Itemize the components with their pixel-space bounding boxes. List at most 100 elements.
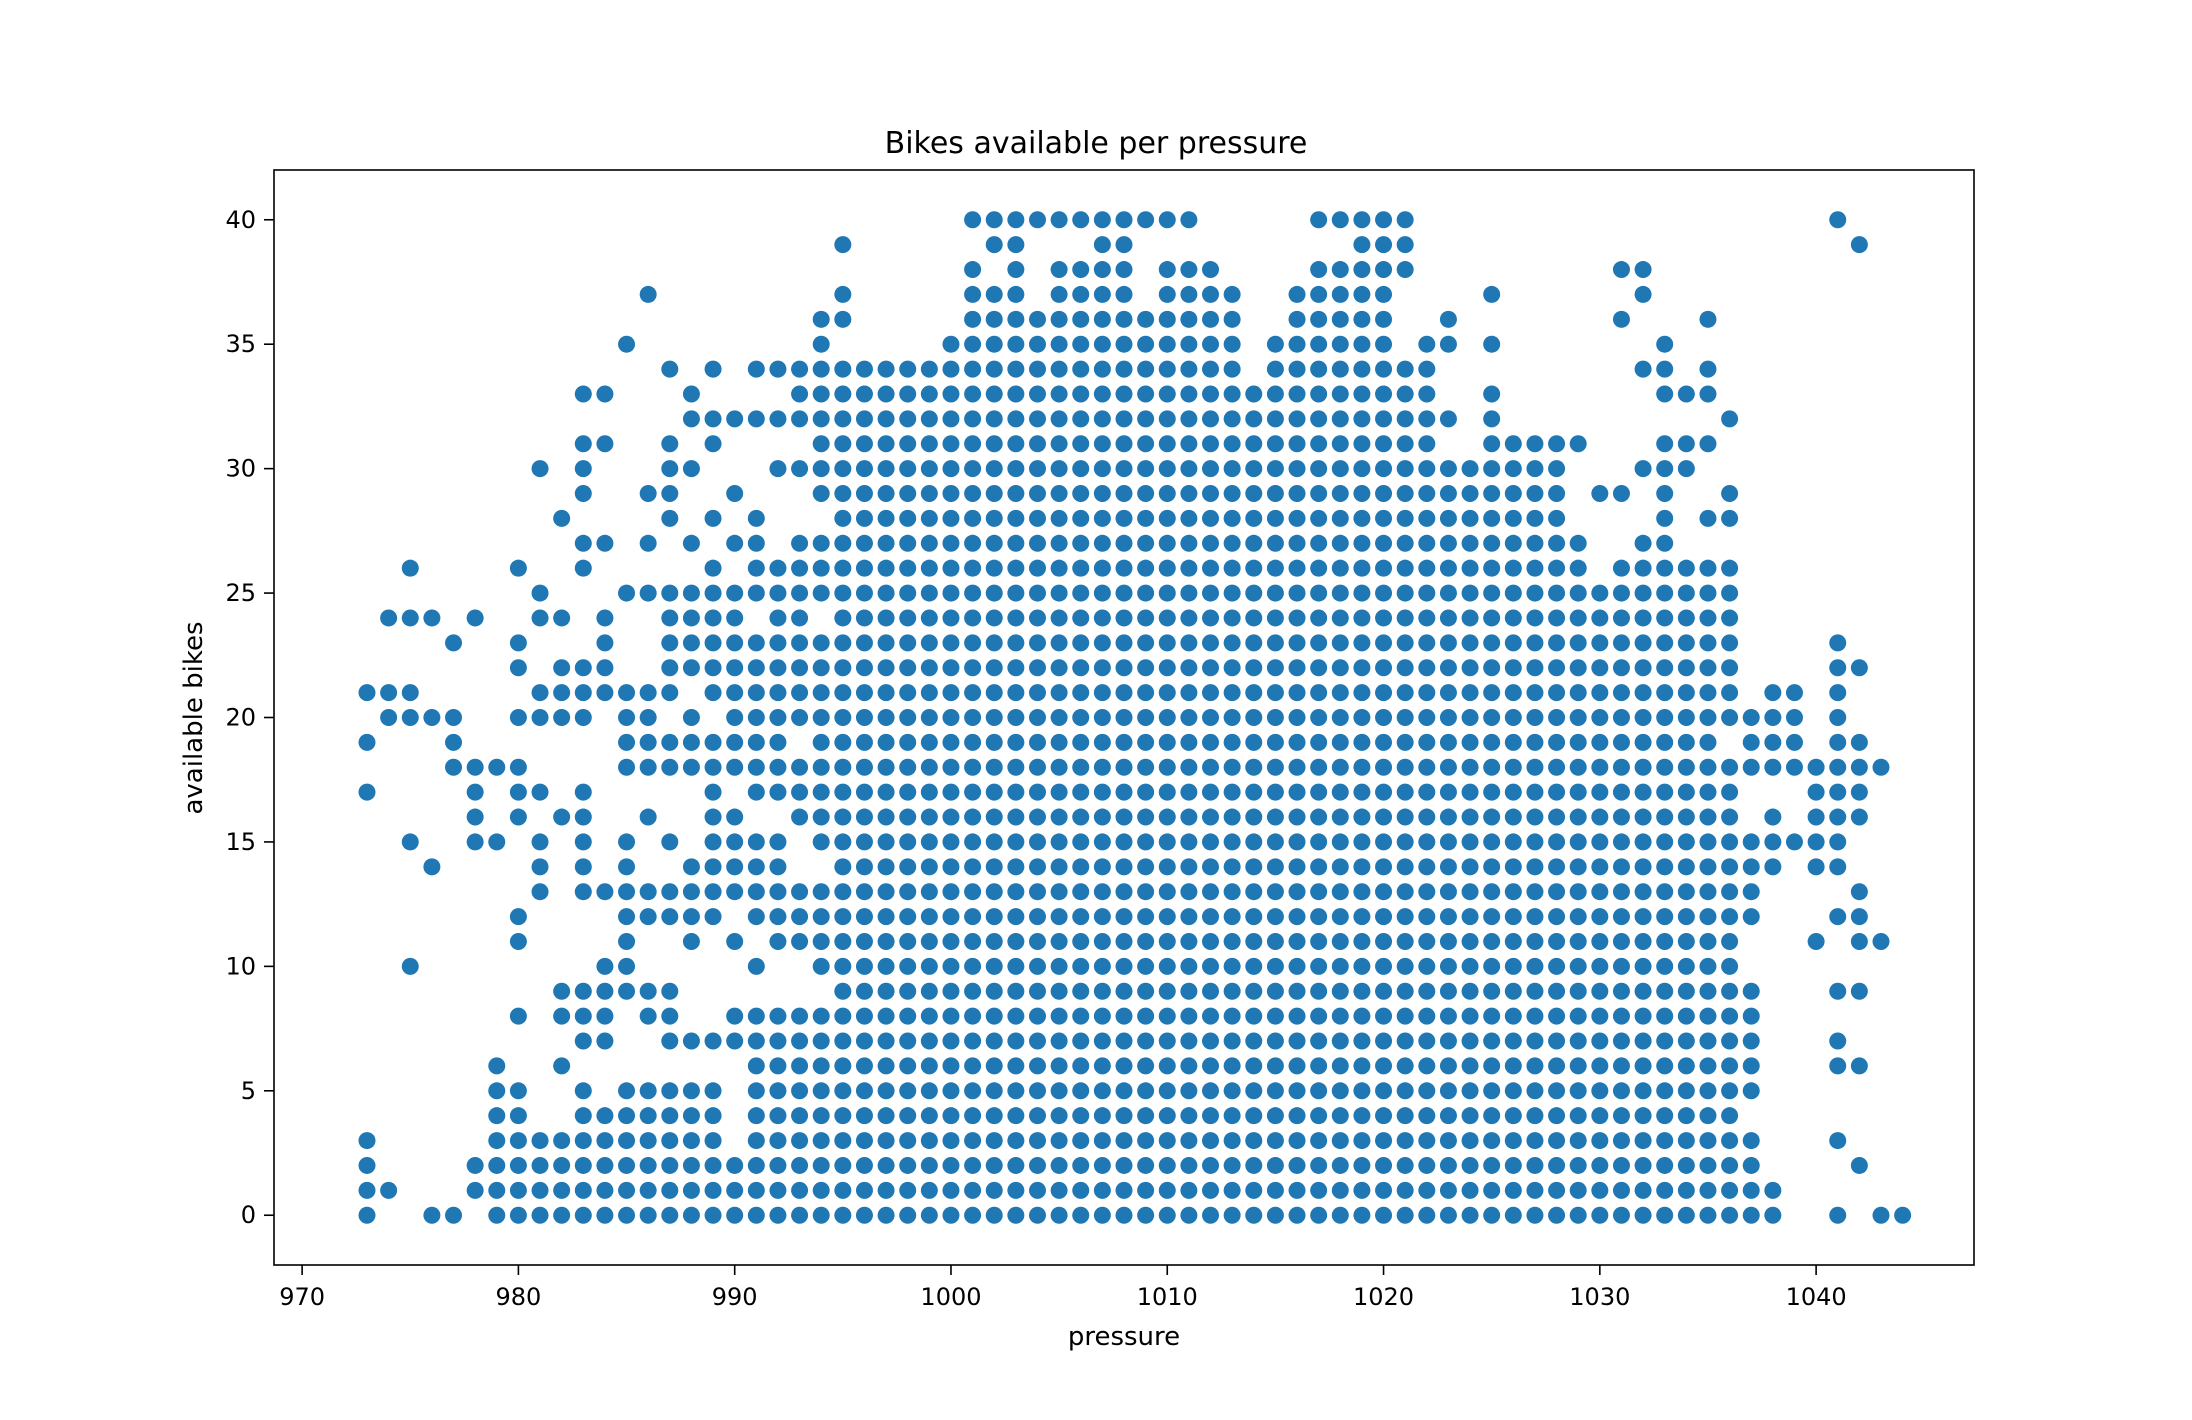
y-axis-label: available bikes: [179, 621, 209, 814]
data-point: [1548, 1156, 1566, 1174]
data-point: [1439, 1206, 1457, 1224]
data-point: [1504, 584, 1522, 602]
data-point: [1137, 982, 1155, 1000]
data-point: [1634, 908, 1652, 926]
data-point: [574, 1181, 592, 1199]
data-point: [1050, 509, 1068, 527]
data-point: [1288, 659, 1306, 677]
data-point: [1375, 1132, 1393, 1150]
data-point: [747, 908, 765, 926]
data-point: [1721, 1032, 1739, 1050]
data-point: [1331, 1032, 1349, 1050]
data-point: [1526, 883, 1544, 901]
data-point: [1093, 1206, 1111, 1224]
data-point: [855, 1082, 873, 1100]
data-point: [877, 1181, 895, 1199]
data-point: [855, 982, 873, 1000]
data-point: [1137, 932, 1155, 950]
data-point: [985, 932, 1003, 950]
data-point: [1137, 1181, 1155, 1199]
data-point: [1288, 1156, 1306, 1174]
data-point: [1158, 534, 1176, 552]
data-point: [1375, 758, 1393, 776]
data-point: [1721, 1082, 1739, 1100]
data-point: [1829, 709, 1847, 726]
data-point: [1418, 1107, 1436, 1125]
data-point: [618, 335, 636, 353]
data-point: [1353, 609, 1371, 627]
data-point: [812, 908, 830, 926]
data-point: [1223, 932, 1241, 950]
data-point: [1634, 534, 1652, 552]
data-point: [661, 485, 679, 503]
data-point: [942, 733, 960, 751]
data-point: [1418, 1007, 1436, 1025]
data-point: [445, 1206, 463, 1224]
data-point: [1137, 609, 1155, 627]
data-point: [1093, 982, 1111, 1000]
data-point: [791, 1032, 809, 1050]
data-point: [747, 410, 765, 428]
data-point: [1656, 758, 1674, 776]
data-point: [488, 1082, 506, 1100]
data-point: [1569, 684, 1587, 702]
data-point: [1158, 808, 1176, 826]
data-point: [1007, 1007, 1025, 1025]
data-point: [1439, 584, 1457, 602]
data-point: [1656, 932, 1674, 950]
data-point: [1180, 1181, 1198, 1199]
data-point: [1375, 883, 1393, 901]
data-point: [661, 1107, 679, 1125]
data-point: [985, 1057, 1003, 1075]
data-point: [1028, 932, 1046, 950]
data-point: [1461, 1082, 1479, 1100]
data-point: [1028, 410, 1046, 428]
data-point: [834, 634, 852, 652]
data-point: [380, 609, 398, 627]
data-point: [1266, 982, 1284, 1000]
data-point: [1375, 1082, 1393, 1100]
data-point: [855, 1057, 873, 1075]
data-point: [1180, 758, 1198, 776]
data-point: [899, 783, 917, 801]
data-point: [1375, 833, 1393, 851]
data-point: [1483, 1132, 1501, 1150]
data-point: [1331, 1206, 1349, 1224]
data-point: [358, 1132, 376, 1150]
data-point: [964, 609, 982, 627]
data-point: [1612, 559, 1630, 577]
data-point: [1050, 534, 1068, 552]
data-point: [1158, 908, 1176, 926]
data-point: [682, 883, 700, 901]
data-point: [1093, 211, 1111, 229]
data-point: [618, 1181, 636, 1199]
data-point: [1180, 1206, 1198, 1224]
data-point: [553, 982, 571, 1000]
data-point: [1699, 659, 1717, 677]
data-point: [942, 808, 960, 826]
data-point: [1396, 509, 1414, 527]
data-point: [1504, 435, 1522, 453]
data-point: [964, 460, 982, 478]
data-point: [1461, 709, 1479, 726]
data-point: [1461, 460, 1479, 478]
data-point: [920, 485, 938, 503]
data-point: [1115, 310, 1133, 328]
data-point: [1353, 982, 1371, 1000]
data-point: [1072, 1082, 1090, 1100]
data-point: [1612, 833, 1630, 851]
data-point: [1310, 584, 1328, 602]
data-point: [1158, 833, 1176, 851]
data-point: [1548, 1032, 1566, 1050]
data-point: [1028, 1132, 1046, 1150]
data-point: [574, 1156, 592, 1174]
data-point: [1677, 858, 1695, 876]
data-point: [1375, 310, 1393, 328]
data-point: [812, 1082, 830, 1100]
data-point: [661, 360, 679, 378]
data-point: [639, 808, 657, 826]
data-point: [1742, 1156, 1760, 1174]
data-point: [855, 410, 873, 428]
data-point: [1375, 236, 1393, 254]
data-point: [985, 534, 1003, 552]
